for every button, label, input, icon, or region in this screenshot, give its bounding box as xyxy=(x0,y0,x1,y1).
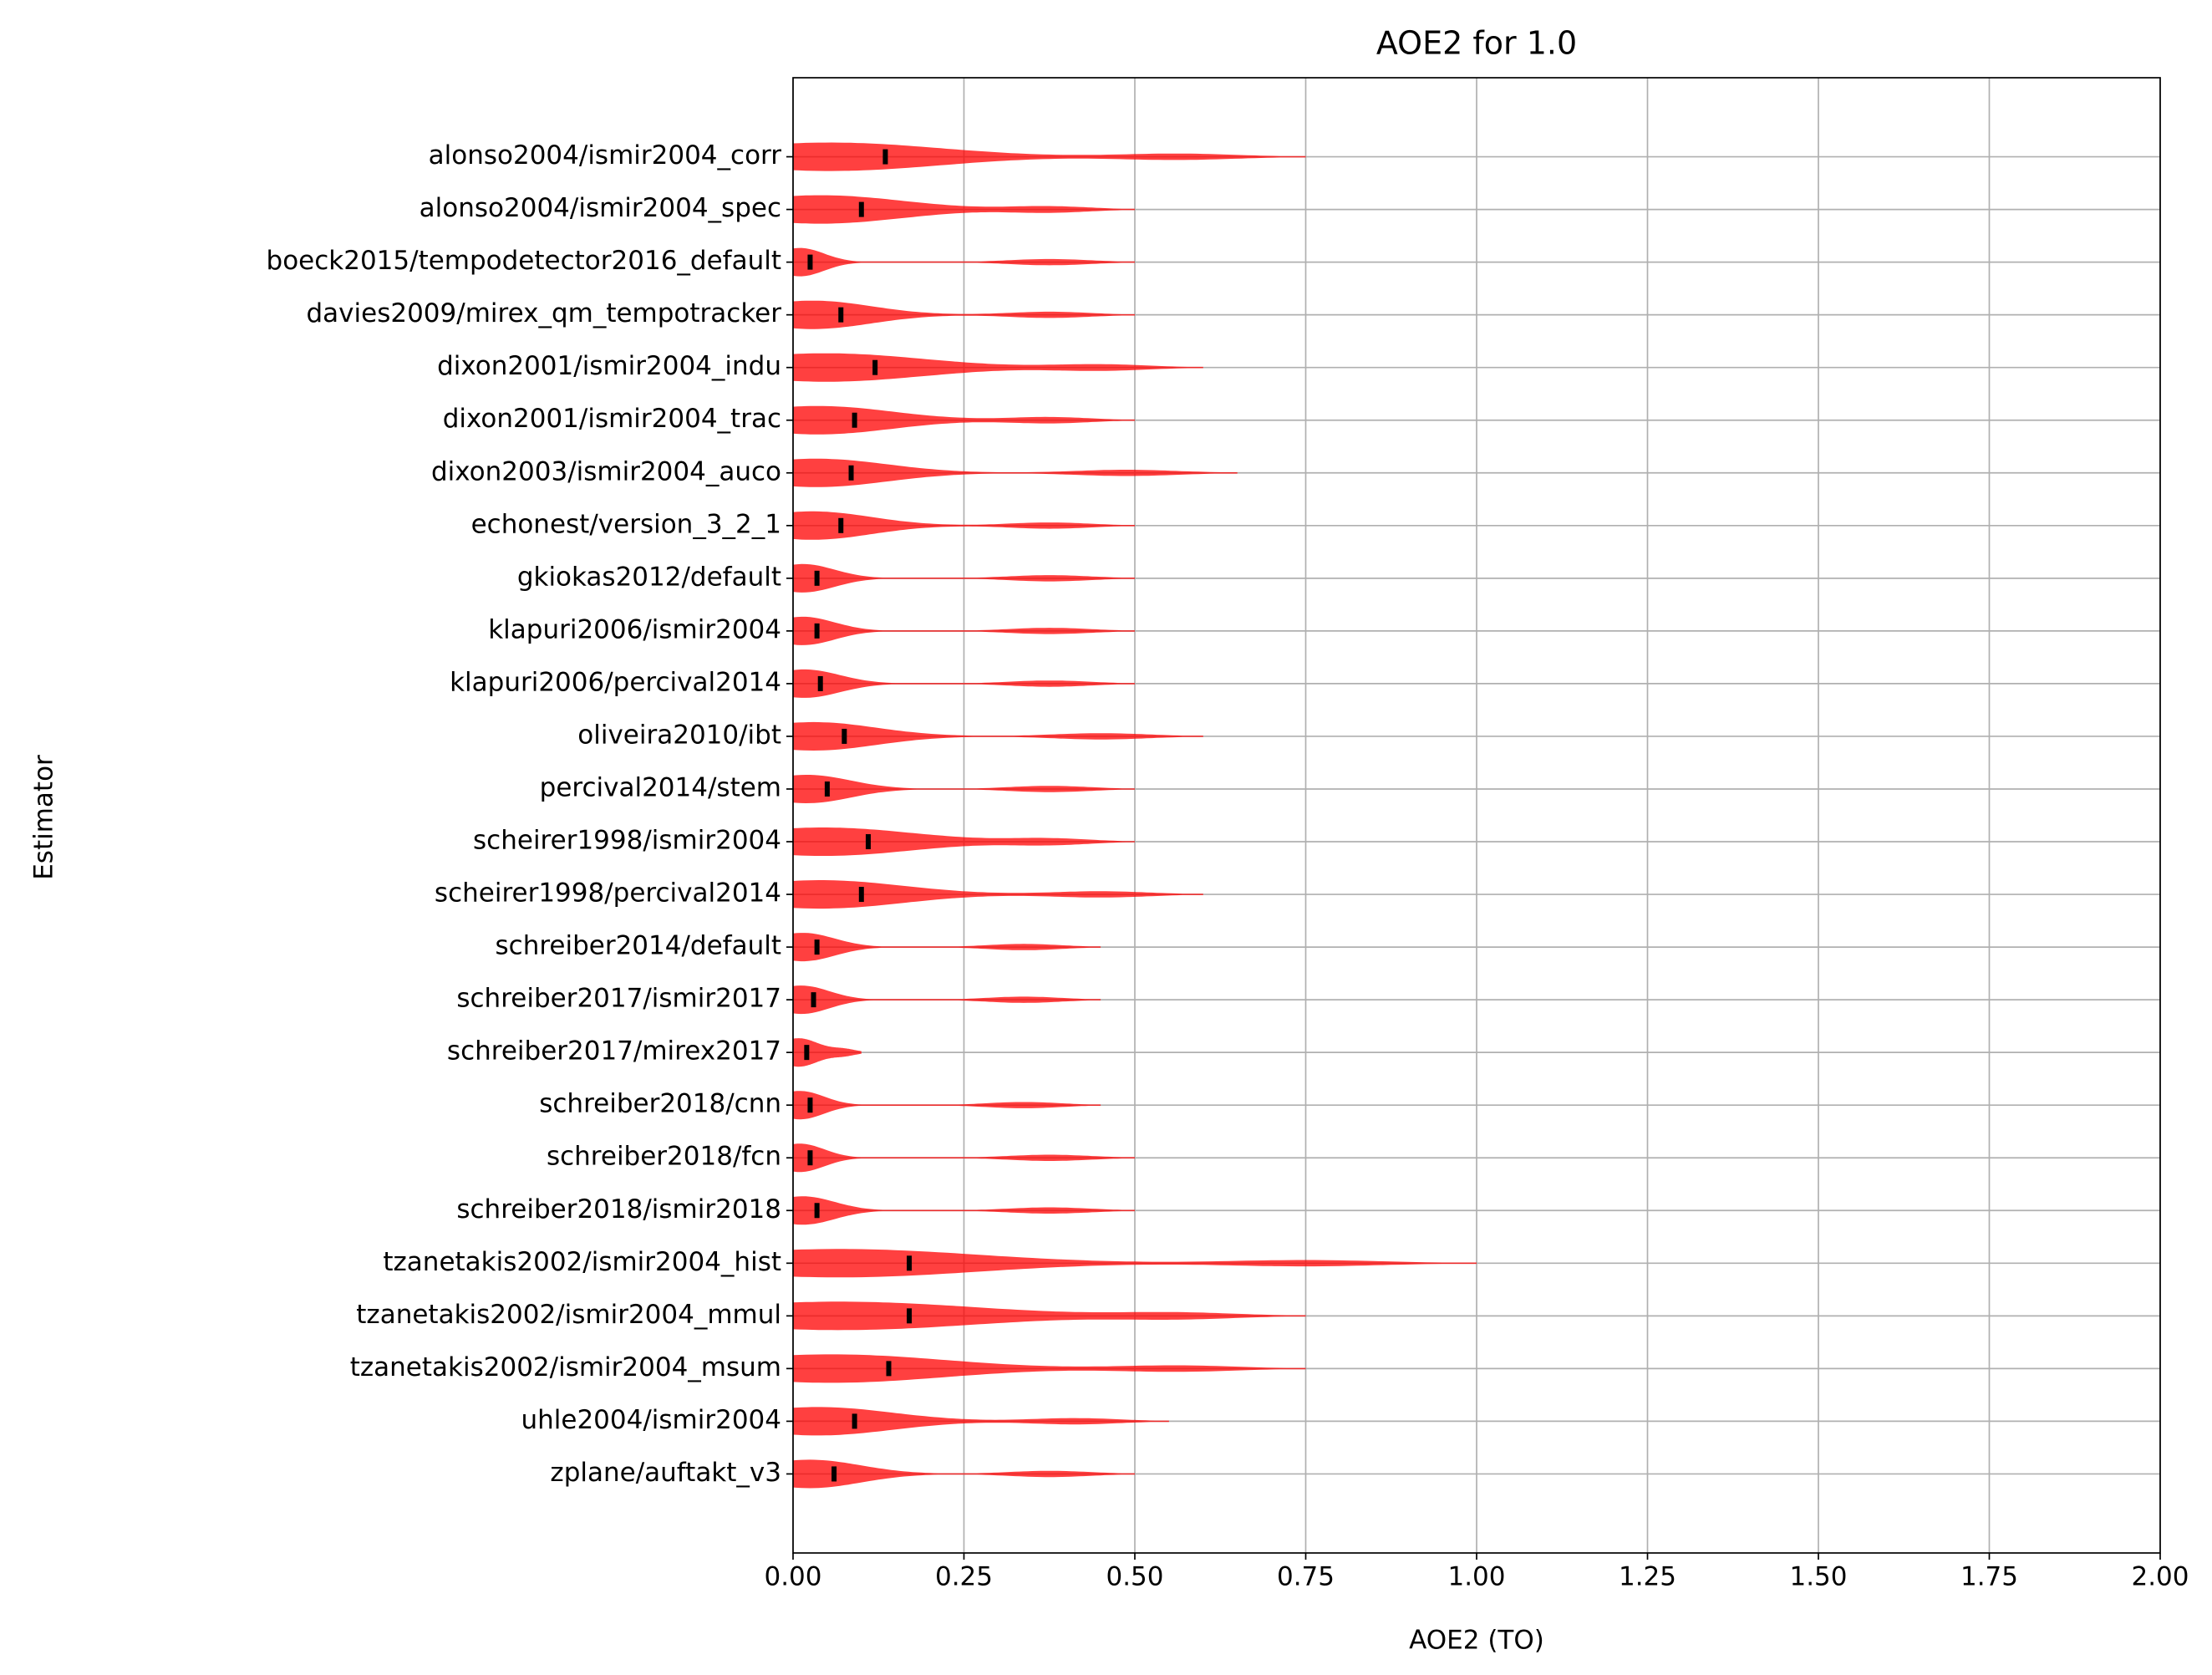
y-tick-label: klapuri2006/ismir2004 xyxy=(488,614,781,644)
mean-marker xyxy=(807,1097,813,1113)
mean-marker xyxy=(852,412,857,428)
violin xyxy=(793,142,1306,171)
y-tick-label: boeck2015/tempodetector2016_default xyxy=(267,246,781,276)
y-tick-label: tzanetakis2002/ismir2004_hist xyxy=(383,1247,781,1277)
x-tick-label: 1.00 xyxy=(1447,1562,1505,1592)
mean-marker xyxy=(817,675,823,691)
y-tick-label: echonest/version_3_2_1 xyxy=(471,509,781,539)
y-tick-label: schreiber2017/mirex2017 xyxy=(447,1036,781,1067)
violin xyxy=(793,1459,1135,1489)
y-tick-label: percival2014/stem xyxy=(540,772,781,802)
x-tick-label: 0.50 xyxy=(1106,1562,1163,1592)
y-tick-label: scheirer1998/ismir2004 xyxy=(473,826,781,856)
y-tick-label: alonso2004/ismir2004_spec xyxy=(420,193,781,223)
violin xyxy=(793,300,1135,329)
x-tick-label: 1.50 xyxy=(1789,1562,1847,1592)
x-axis-label: AOE2 (TO) xyxy=(1409,1626,1544,1656)
y-tick-label: tzanetakis2002/ismir2004_mmul xyxy=(356,1300,781,1330)
y-tick-label: klapuri2006/percival2014 xyxy=(450,667,781,697)
mean-marker xyxy=(907,1255,913,1271)
violin xyxy=(793,511,1135,540)
y-tick-label: schreiber2018/ismir2018 xyxy=(456,1194,781,1224)
y-tick-label: schreiber2017/ismir2017 xyxy=(456,984,781,1014)
violin xyxy=(793,353,1203,382)
y-tick-label: alonso2004/ismir2004_corr xyxy=(429,140,782,171)
y-tick-label: davies2009/mirex_qm_tempotracker xyxy=(307,298,782,328)
y-tick-label: oliveira2010/ibt xyxy=(577,720,781,750)
x-tick-label: 2.00 xyxy=(2131,1562,2189,1592)
violin xyxy=(793,458,1238,487)
violin xyxy=(793,563,1135,593)
mean-marker xyxy=(807,254,813,270)
mean-marker xyxy=(811,992,816,1008)
mean-marker xyxy=(814,939,820,955)
violin xyxy=(793,827,1135,856)
violin xyxy=(793,616,1135,645)
x-tick-label: 1.75 xyxy=(1960,1562,2018,1592)
violin xyxy=(793,1143,1135,1173)
mean-marker xyxy=(886,1361,892,1377)
violin xyxy=(793,1301,1306,1331)
mean-marker xyxy=(807,1150,813,1166)
mean-marker xyxy=(824,781,830,797)
mean-marker xyxy=(858,887,864,903)
mean-marker xyxy=(858,201,864,217)
x-tick-label: 0.00 xyxy=(764,1562,821,1592)
mean-marker xyxy=(831,1466,837,1482)
x-tick-label: 0.25 xyxy=(935,1562,993,1592)
mean-marker xyxy=(838,307,844,323)
x-tick-label: 0.75 xyxy=(1277,1562,1335,1592)
mean-marker xyxy=(804,1045,810,1061)
mean-marker xyxy=(865,834,871,850)
y-tick-label: gkiokas2012/default xyxy=(517,562,781,592)
y-tick-label: scheirer1998/percival2014 xyxy=(435,878,781,909)
y-tick-label: dixon2001/ismir2004_indu xyxy=(437,351,781,381)
y-tick-label: dixon2001/ismir2004_trac xyxy=(443,404,781,434)
mean-marker xyxy=(848,465,854,481)
y-tick-label: dixon2003/ismir2004_auco xyxy=(431,456,781,486)
mean-marker xyxy=(907,1308,913,1324)
violin xyxy=(793,1407,1169,1436)
violin xyxy=(793,1354,1306,1383)
mean-marker xyxy=(814,623,820,639)
mean-marker xyxy=(842,728,847,744)
violin xyxy=(793,195,1135,224)
violin xyxy=(793,1038,862,1067)
y-tick-label: zplane/auftakt_v3 xyxy=(550,1458,781,1488)
y-tick-label: schreiber2018/fcn xyxy=(547,1142,781,1172)
violin xyxy=(793,985,1101,1015)
violin xyxy=(793,405,1135,435)
violin xyxy=(793,880,1203,909)
violin xyxy=(793,1196,1135,1225)
violin xyxy=(793,933,1101,962)
violin xyxy=(793,669,1135,698)
x-tick-label: 1.25 xyxy=(1619,1562,1676,1592)
plot-frame xyxy=(792,77,2161,1554)
y-tick-label: schreiber2018/cnn xyxy=(539,1089,781,1119)
y-tick-label: schreiber2014/default xyxy=(496,931,782,961)
violin xyxy=(793,1249,1477,1278)
violin xyxy=(793,1091,1101,1120)
violin xyxy=(793,247,1135,277)
violin xyxy=(793,775,1135,803)
violin xyxy=(793,721,1203,751)
mean-marker xyxy=(814,1203,820,1219)
mean-marker xyxy=(814,570,820,586)
mean-marker xyxy=(838,517,844,533)
mean-marker xyxy=(882,149,888,165)
y-tick-label: uhle2004/ismir2004 xyxy=(521,1405,781,1435)
mean-marker xyxy=(872,359,878,375)
y-tick-label: tzanetakis2002/ismir2004_msum xyxy=(350,1352,781,1382)
chart-title: AOE2 for 1.0 xyxy=(1376,25,1577,62)
mean-marker xyxy=(852,1413,857,1429)
y-axis-label: Estimator xyxy=(29,755,59,880)
